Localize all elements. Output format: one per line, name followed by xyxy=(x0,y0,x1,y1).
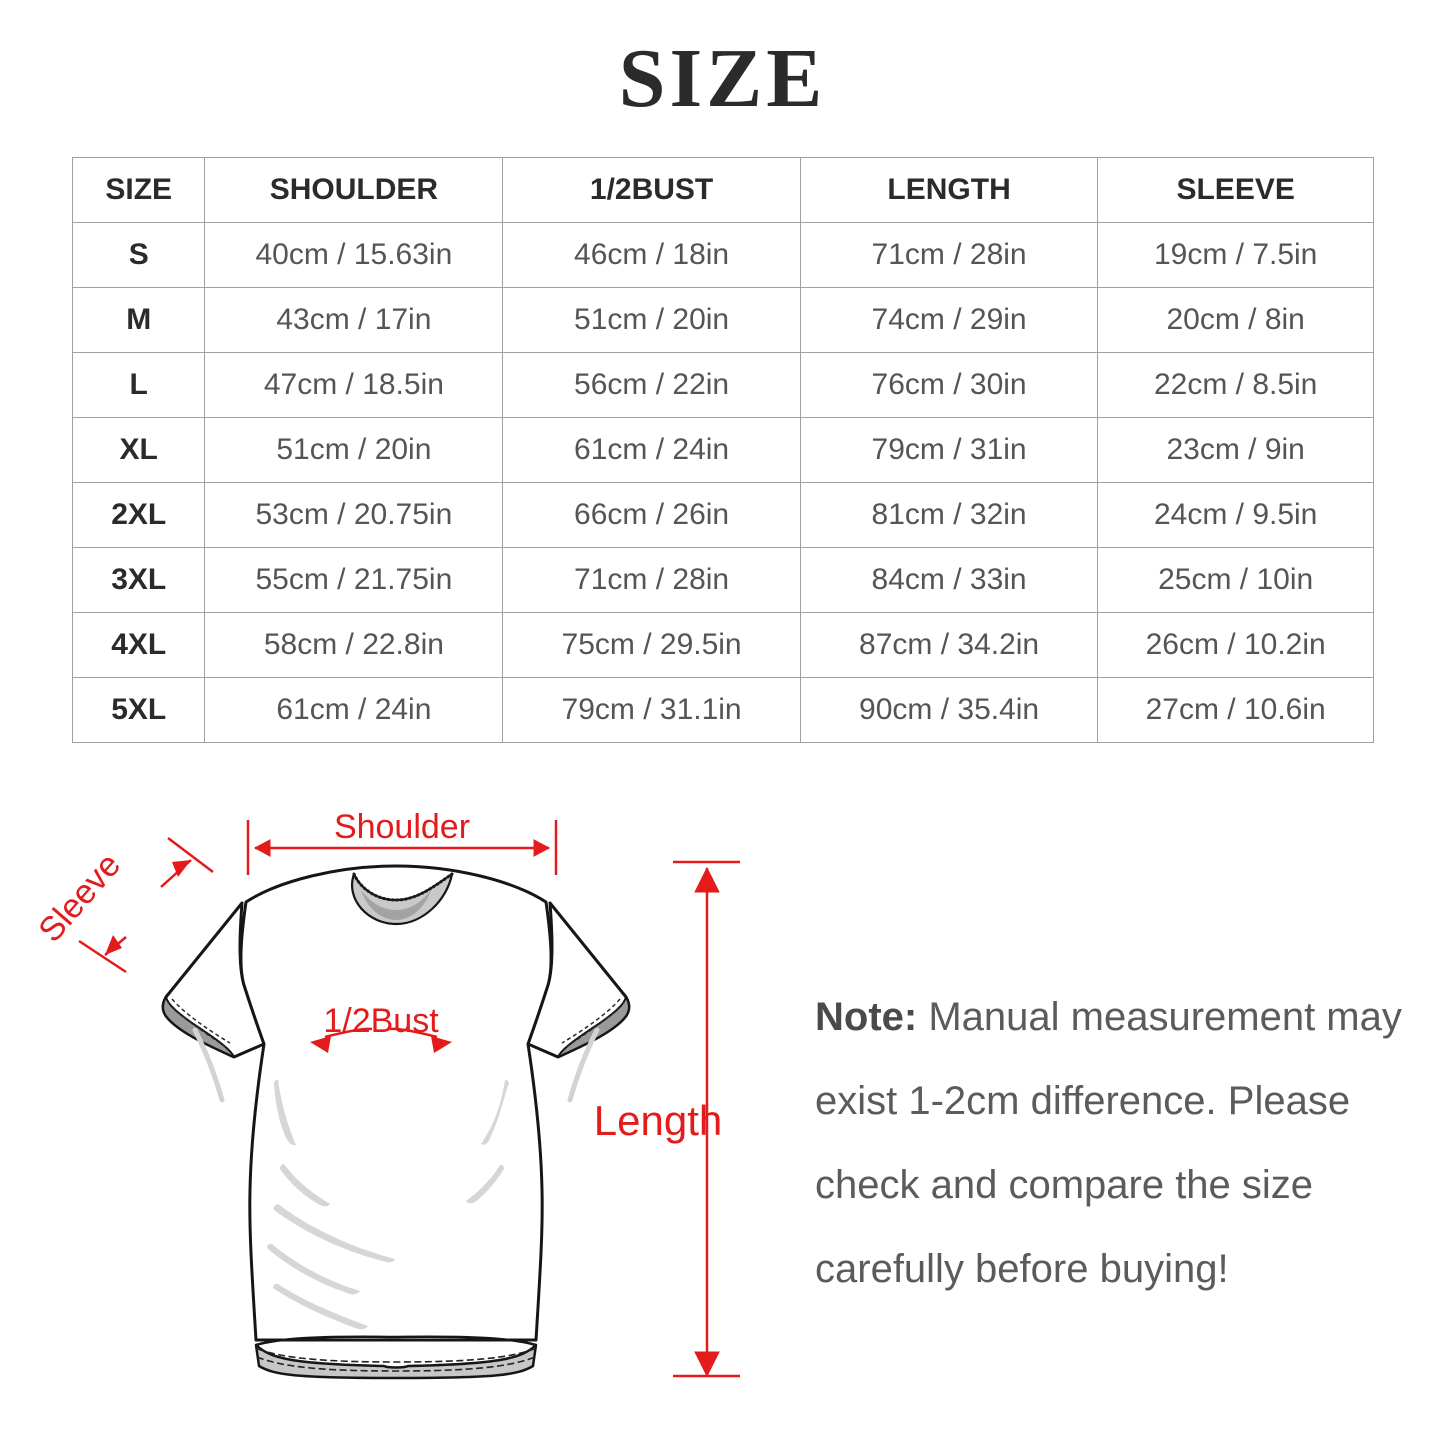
svg-text:1/2Bust: 1/2Bust xyxy=(323,1002,439,1040)
svg-text:Shoulder: Shoulder xyxy=(334,808,470,846)
svg-text:Sleeve: Sleeve xyxy=(31,846,128,949)
svg-text:Length: Length xyxy=(594,1097,722,1144)
